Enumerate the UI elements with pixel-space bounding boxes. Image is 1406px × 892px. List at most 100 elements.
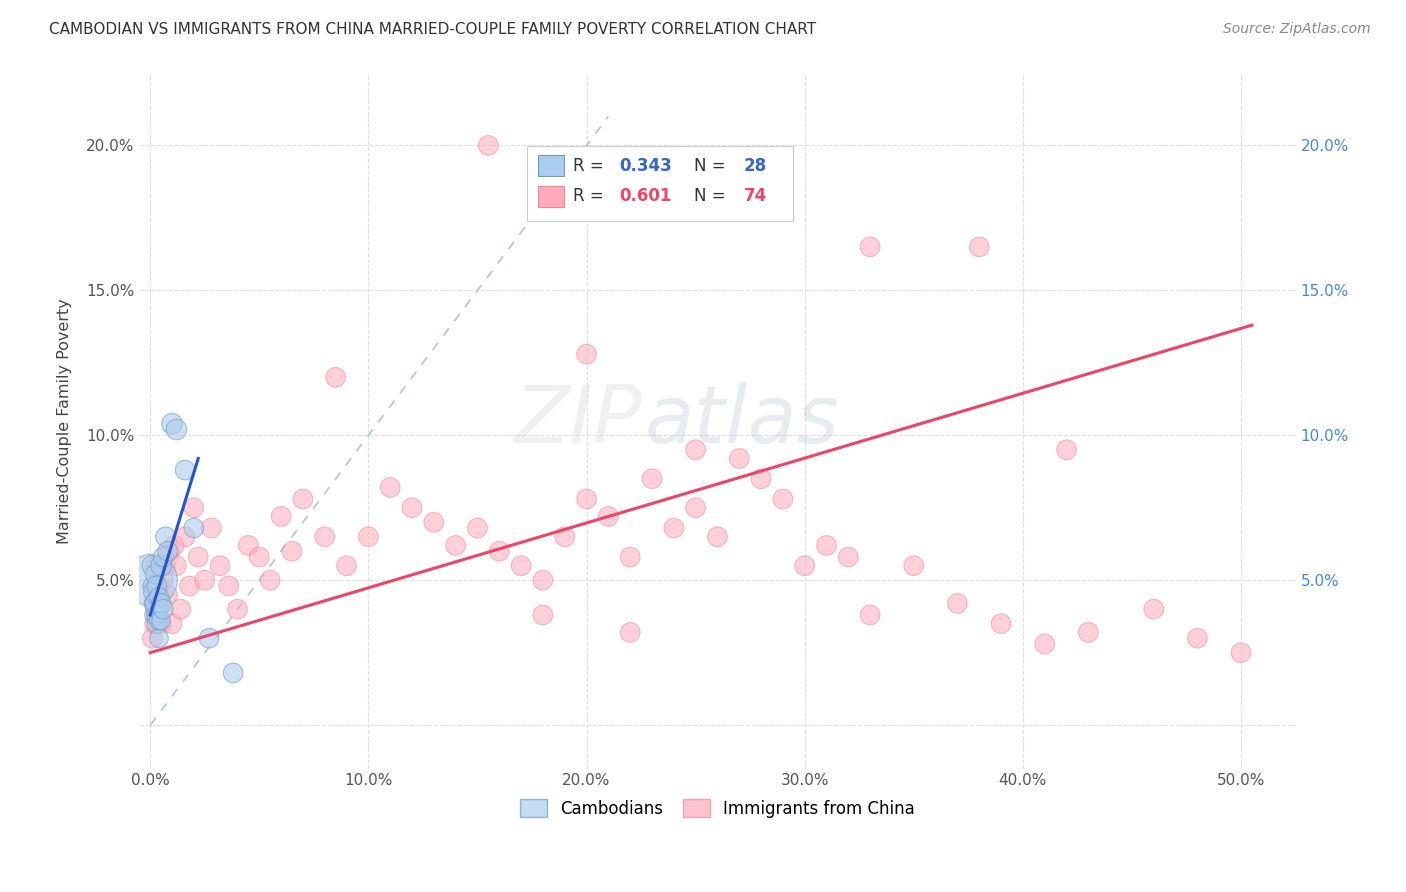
Point [194, 573, 217, 587]
Point [990, 616, 1012, 631]
Point [208, 558, 231, 573]
Point [859, 607, 882, 622]
Point [156, 588, 179, 602]
Point [1230, 646, 1253, 660]
Point [222, 665, 245, 680]
Text: N =: N = [695, 187, 731, 205]
Point [477, 138, 499, 153]
Point [238, 538, 260, 552]
Point [152, 573, 174, 587]
Point [150, 596, 173, 610]
Point [467, 521, 489, 535]
Point [150, 558, 173, 573]
Point [815, 538, 838, 552]
Point [575, 347, 598, 361]
Point [247, 549, 270, 564]
Point [281, 544, 304, 558]
Point [444, 538, 467, 552]
Point [145, 596, 167, 610]
Point [145, 616, 167, 631]
Point [150, 616, 173, 631]
Point [749, 472, 772, 486]
Point [143, 607, 166, 622]
Text: ZIP: ZIP [515, 382, 643, 459]
Point [148, 631, 170, 645]
Point [200, 521, 222, 535]
Point [259, 573, 281, 587]
Point [531, 573, 554, 587]
Point [1187, 631, 1209, 645]
Point [156, 544, 179, 558]
Point [152, 549, 174, 564]
Point [967, 240, 990, 254]
Point [335, 558, 357, 573]
Point [150, 614, 173, 628]
Point [145, 558, 167, 573]
Text: atlas: atlas [644, 382, 839, 459]
Point [1077, 625, 1099, 640]
Point [685, 442, 707, 457]
Point [598, 509, 620, 524]
Point [772, 491, 794, 506]
Point [291, 491, 314, 506]
Point [1143, 602, 1166, 616]
Point [183, 521, 205, 535]
Point [155, 530, 177, 544]
Point [145, 579, 167, 593]
Point [160, 417, 183, 431]
Point [141, 573, 163, 587]
Point [380, 480, 402, 494]
Point [160, 616, 183, 631]
Point [183, 500, 205, 515]
Point [531, 607, 554, 622]
Point [159, 544, 181, 558]
FancyBboxPatch shape [538, 186, 564, 207]
Point [179, 579, 201, 593]
Point [174, 530, 197, 544]
Point [706, 530, 728, 544]
Point [148, 591, 170, 605]
Point [143, 584, 166, 599]
Text: 0.343: 0.343 [619, 156, 672, 175]
Point [141, 631, 163, 645]
Text: N =: N = [695, 156, 731, 175]
FancyBboxPatch shape [527, 146, 793, 221]
Text: R =: R = [572, 187, 609, 205]
Point [619, 625, 641, 640]
Y-axis label: Married-Couple Family Poverty: Married-Couple Family Poverty [58, 298, 72, 544]
Text: 74: 74 [744, 187, 768, 205]
Text: 28: 28 [744, 156, 768, 175]
Point [619, 549, 641, 564]
Text: CAMBODIAN VS IMMIGRANTS FROM CHINA MARRIED-COUPLE FAMILY POVERTY CORRELATION CHA: CAMBODIAN VS IMMIGRANTS FROM CHINA MARRI… [49, 22, 817, 37]
Point [575, 491, 598, 506]
Point [1056, 442, 1078, 457]
Point [859, 240, 882, 254]
Point [152, 602, 174, 616]
Text: Source: ZipAtlas.com: Source: ZipAtlas.com [1223, 22, 1371, 37]
Point [165, 558, 187, 573]
Point [728, 451, 751, 466]
Point [793, 558, 815, 573]
Point [155, 558, 177, 573]
Point [141, 558, 163, 573]
Legend: Cambodians, Immigrants from China: Cambodians, Immigrants from China [513, 792, 921, 824]
Point [198, 631, 221, 645]
Point [187, 549, 209, 564]
Point [401, 500, 423, 515]
Point [685, 500, 707, 515]
Point [662, 521, 685, 535]
Point [903, 558, 925, 573]
Point [218, 579, 240, 593]
Point [143, 567, 166, 582]
FancyBboxPatch shape [538, 155, 564, 176]
Point [510, 558, 533, 573]
Point [946, 596, 969, 610]
Point [174, 463, 197, 477]
Point [143, 596, 166, 610]
Point [141, 579, 163, 593]
Point [357, 530, 380, 544]
Point [837, 549, 859, 564]
Point [325, 370, 347, 384]
Point [142, 596, 165, 610]
Point [423, 515, 446, 529]
